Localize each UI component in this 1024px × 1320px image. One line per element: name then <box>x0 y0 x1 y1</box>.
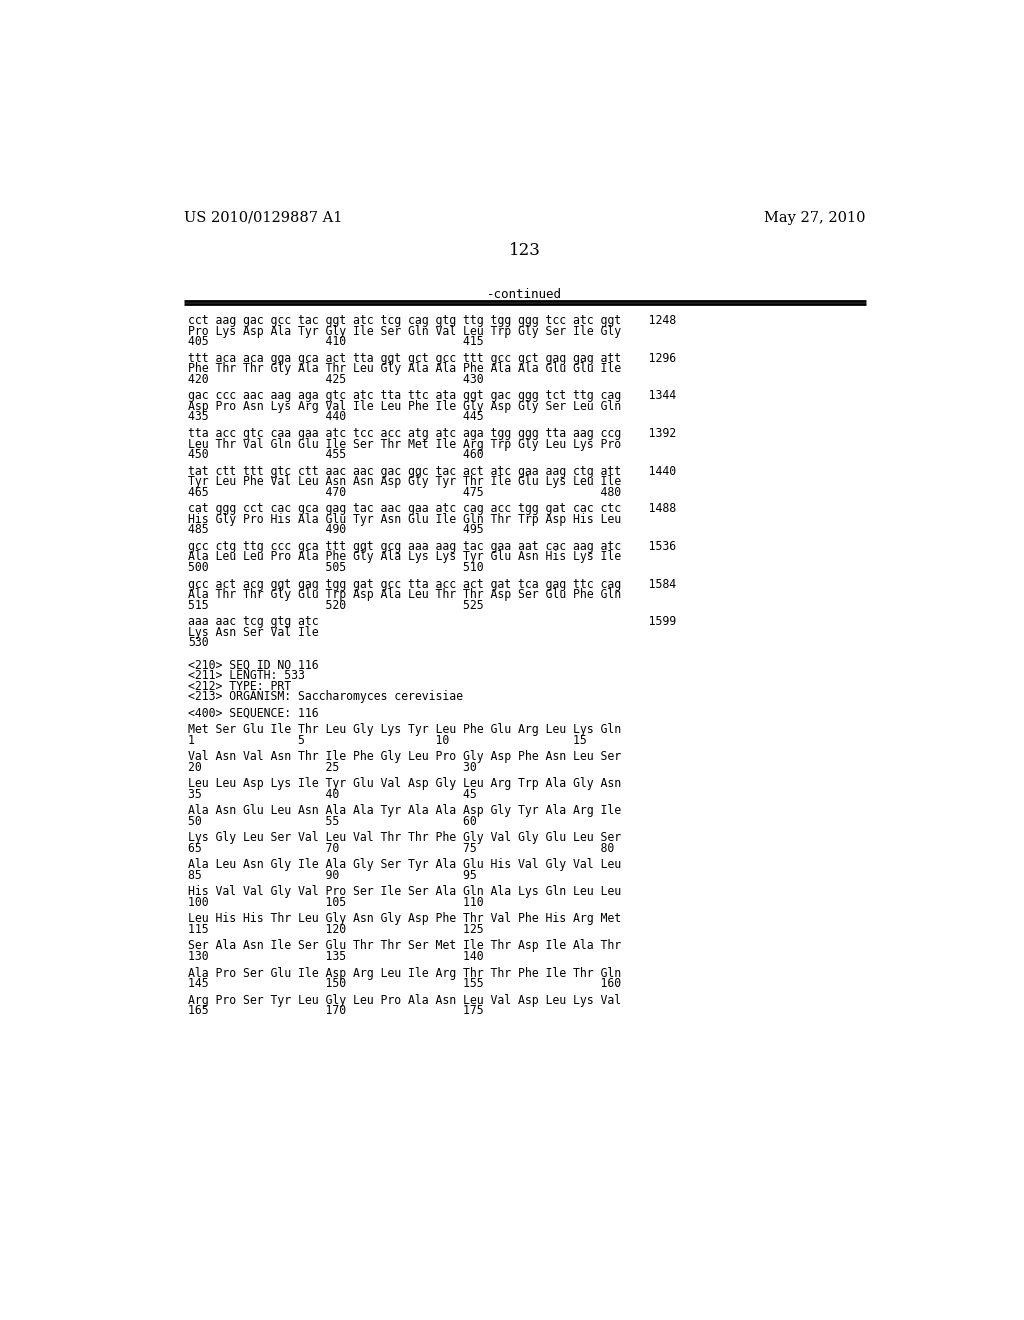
Text: 465                 470                 475                 480: 465 470 475 480 <box>188 486 622 499</box>
Text: -continued: -continued <box>487 288 562 301</box>
Text: gcc ctg ttg ccc gca ttt ggt gcg aaa aag tac gaa aat cac aag atc    1536: gcc ctg ttg ccc gca ttt ggt gcg aaa aag … <box>188 540 677 553</box>
Text: <210> SEQ ID NO 116: <210> SEQ ID NO 116 <box>188 659 319 672</box>
Text: Leu Thr Val Gln Glu Ile Ser Thr Met Ile Arg Trp Gly Leu Lys Pro: Leu Thr Val Gln Glu Ile Ser Thr Met Ile … <box>188 437 622 450</box>
Text: 35                  40                  45: 35 40 45 <box>188 788 477 801</box>
Text: 50                  55                  60: 50 55 60 <box>188 814 477 828</box>
Text: US 2010/0129887 A1: US 2010/0129887 A1 <box>183 211 342 224</box>
Text: 165                 170                 175: 165 170 175 <box>188 1005 484 1018</box>
Text: cat ggg cct cac gca gag tac aac gaa atc cag acc tgg gat cac ctc    1488: cat ggg cct cac gca gag tac aac gaa atc … <box>188 502 677 515</box>
Text: Leu His His Thr Leu Gly Asn Gly Asp Phe Thr Val Phe His Arg Met: Leu His His Thr Leu Gly Asn Gly Asp Phe … <box>188 912 622 925</box>
Text: 115                 120                 125: 115 120 125 <box>188 923 484 936</box>
Text: His Gly Pro His Ala Glu Tyr Asn Glu Ile Gln Thr Trp Asp His Leu: His Gly Pro His Ala Glu Tyr Asn Glu Ile … <box>188 513 622 525</box>
Text: Ser Ala Asn Ile Ser Glu Thr Thr Ser Met Ile Thr Asp Ile Ala Thr: Ser Ala Asn Ile Ser Glu Thr Thr Ser Met … <box>188 940 622 953</box>
Text: Val Asn Val Asn Thr Ile Phe Gly Leu Pro Gly Asp Phe Asn Leu Ser: Val Asn Val Asn Thr Ile Phe Gly Leu Pro … <box>188 750 622 763</box>
Text: 100                 105                 110: 100 105 110 <box>188 896 484 909</box>
Text: Leu Leu Asp Lys Ile Tyr Glu Val Asp Gly Leu Arg Trp Ala Gly Asn: Leu Leu Asp Lys Ile Tyr Glu Val Asp Gly … <box>188 777 622 791</box>
Text: 20                  25                  30: 20 25 30 <box>188 760 477 774</box>
Text: 435                 440                 445: 435 440 445 <box>188 411 484 424</box>
Text: Lys Gly Leu Ser Val Leu Val Thr Thr Phe Gly Val Gly Glu Leu Ser: Lys Gly Leu Ser Val Leu Val Thr Thr Phe … <box>188 832 622 845</box>
Text: Ala Asn Glu Leu Asn Ala Ala Tyr Ala Ala Asp Gly Tyr Ala Arg Ile: Ala Asn Glu Leu Asn Ala Ala Tyr Ala Ala … <box>188 804 622 817</box>
Text: 130                 135                 140: 130 135 140 <box>188 950 484 964</box>
Text: Ala Leu Asn Gly Ile Ala Gly Ser Tyr Ala Glu His Val Gly Val Leu: Ala Leu Asn Gly Ile Ala Gly Ser Tyr Ala … <box>188 858 622 871</box>
Text: Asp Pro Asn Lys Arg Val Ile Leu Phe Ile Gly Asp Gly Ser Leu Gln: Asp Pro Asn Lys Arg Val Ile Leu Phe Ile … <box>188 400 622 413</box>
Text: 450                 455                 460: 450 455 460 <box>188 449 484 461</box>
Text: <213> ORGANISM: Saccharomyces cerevisiae: <213> ORGANISM: Saccharomyces cerevisiae <box>188 690 464 704</box>
Text: Tyr Leu Phe Val Leu Asn Asn Asp Gly Tyr Thr Ile Glu Lys Leu Ile: Tyr Leu Phe Val Leu Asn Asn Asp Gly Tyr … <box>188 475 622 488</box>
Text: Arg Pro Ser Tyr Leu Gly Leu Pro Ala Asn Leu Val Asp Leu Lys Val: Arg Pro Ser Tyr Leu Gly Leu Pro Ala Asn … <box>188 994 622 1007</box>
Text: His Val Val Gly Val Pro Ser Ile Ser Ala Gln Ala Lys Gln Leu Leu: His Val Val Gly Val Pro Ser Ile Ser Ala … <box>188 886 622 899</box>
Text: Ala Pro Ser Glu Ile Asp Arg Leu Ile Arg Thr Thr Phe Ile Thr Gln: Ala Pro Ser Glu Ile Asp Arg Leu Ile Arg … <box>188 966 622 979</box>
Text: aaa aac tcg gtg atc                                                1599: aaa aac tcg gtg atc 1599 <box>188 615 677 628</box>
Text: May 27, 2010: May 27, 2010 <box>764 211 866 224</box>
Text: 85                  90                  95: 85 90 95 <box>188 869 477 882</box>
Text: 530: 530 <box>188 636 209 649</box>
Text: 65                  70                  75                  80: 65 70 75 80 <box>188 842 614 855</box>
Text: Lys Asn Ser Val Ile: Lys Asn Ser Val Ile <box>188 626 319 639</box>
Text: <211> LENGTH: 533: <211> LENGTH: 533 <box>188 669 305 682</box>
Text: ttt aca aca gga gca act tta ggt gct gcc ttt gcc gct gag gag att    1296: ttt aca aca gga gca act tta ggt gct gcc … <box>188 351 677 364</box>
Text: 405                 410                 415: 405 410 415 <box>188 335 484 348</box>
Text: gcc act acg ggt gag tgg gat gcc tta acc act gat tca gag ttc cag    1584: gcc act acg ggt gag tgg gat gcc tta acc … <box>188 578 677 590</box>
Text: Phe Thr Thr Gly Ala Thr Leu Gly Ala Ala Phe Ala Ala Glu Glu Ile: Phe Thr Thr Gly Ala Thr Leu Gly Ala Ala … <box>188 362 622 375</box>
Text: 420                 425                 430: 420 425 430 <box>188 372 484 385</box>
Text: <400> SEQUENCE: 116: <400> SEQUENCE: 116 <box>188 708 319 719</box>
Text: tat ctt ttt gtc ctt aac aac gac ggc tac act atc gaa aag ctg att    1440: tat ctt ttt gtc ctt aac aac gac ggc tac … <box>188 465 677 478</box>
Text: cct aag gac gcc tac ggt atc tcg cag gtg ttg tgg ggg tcc atc ggt    1248: cct aag gac gcc tac ggt atc tcg cag gtg … <box>188 314 677 327</box>
Text: 515                 520                 525: 515 520 525 <box>188 599 484 611</box>
Text: 485                 490                 495: 485 490 495 <box>188 524 484 536</box>
Text: 500                 505                 510: 500 505 510 <box>188 561 484 574</box>
Text: Met Ser Glu Ile Thr Leu Gly Lys Tyr Leu Phe Glu Arg Leu Lys Gln: Met Ser Glu Ile Thr Leu Gly Lys Tyr Leu … <box>188 723 622 737</box>
Text: Ala Thr Thr Gly Glu Trp Asp Ala Leu Thr Thr Asp Ser Glu Phe Gln: Ala Thr Thr Gly Glu Trp Asp Ala Leu Thr … <box>188 589 622 601</box>
Text: Pro Lys Asp Ala Tyr Gly Ile Ser Gln Val Leu Trp Gly Ser Ile Gly: Pro Lys Asp Ala Tyr Gly Ile Ser Gln Val … <box>188 325 622 338</box>
Text: 145                 150                 155                 160: 145 150 155 160 <box>188 977 622 990</box>
Text: tta acc gtc caa gaa atc tcc acc atg atc aga tgg ggg tta aag ccg    1392: tta acc gtc caa gaa atc tcc acc atg atc … <box>188 426 677 440</box>
Text: 1               5                   10                  15: 1 5 10 15 <box>188 734 587 747</box>
Text: <212> TYPE: PRT: <212> TYPE: PRT <box>188 680 292 693</box>
Text: Ala Leu Leu Pro Ala Phe Gly Ala Lys Lys Tyr Glu Asn His Lys Ile: Ala Leu Leu Pro Ala Phe Gly Ala Lys Lys … <box>188 550 622 564</box>
Text: gac ccc aac aag aga gtc atc tta ttc ata ggt gac ggg tct ttg cag    1344: gac ccc aac aag aga gtc atc tta ttc ata … <box>188 389 677 403</box>
Text: 123: 123 <box>509 242 541 259</box>
